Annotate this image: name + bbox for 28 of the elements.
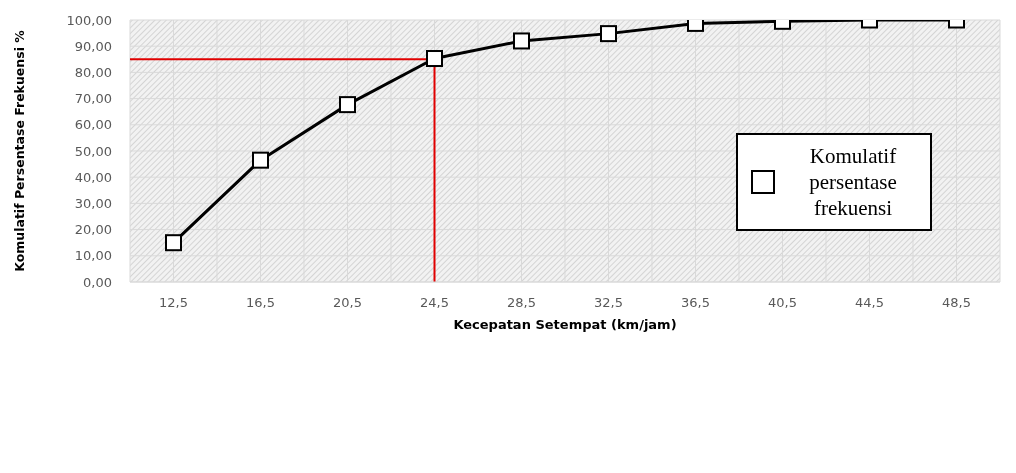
- x-tick-label: 40,5: [768, 295, 797, 311]
- y-tick-label: 60,00: [74, 117, 112, 133]
- y-tick-label: 0,00: [83, 274, 112, 290]
- point: [426, 50, 443, 68]
- point: [252, 151, 269, 169]
- y-tick-label: 70,00: [74, 91, 112, 107]
- x-tick-label: 36,5: [681, 295, 710, 311]
- y-tick-label: 20,00: [74, 222, 112, 238]
- x-tick-label: 48,5: [942, 295, 971, 311]
- y-axis-title: Komulatif Persentase Frekuensi %: [12, 29, 28, 272]
- point: [165, 234, 182, 252]
- x-tick-label: 12,5: [159, 295, 188, 311]
- x-tick-label: 16,5: [246, 295, 275, 311]
- x-tick-label: 24,5: [420, 295, 449, 311]
- y-tick-label: 10,00: [74, 248, 112, 264]
- y-tick-label: 50,00: [74, 143, 112, 159]
- x-tick-label: 32,5: [594, 295, 623, 311]
- y-tick-label: 90,00: [74, 38, 112, 54]
- x-tick-label: 44,5: [855, 295, 884, 311]
- y-tick-label: 80,00: [74, 65, 112, 81]
- x-axis-title: Kecepatan Setempat (km/jam): [453, 317, 677, 332]
- point: [339, 96, 356, 114]
- y-tick-label: 30,00: [74, 196, 112, 212]
- x-tick-label: 28,5: [507, 295, 536, 311]
- y-tick-label: 100,00: [66, 12, 112, 28]
- legend-label: Komulatif persentase frekuensi: [808, 143, 898, 221]
- x-tick-label: 20,5: [333, 295, 362, 311]
- y-tick-label: 40,00: [74, 169, 112, 185]
